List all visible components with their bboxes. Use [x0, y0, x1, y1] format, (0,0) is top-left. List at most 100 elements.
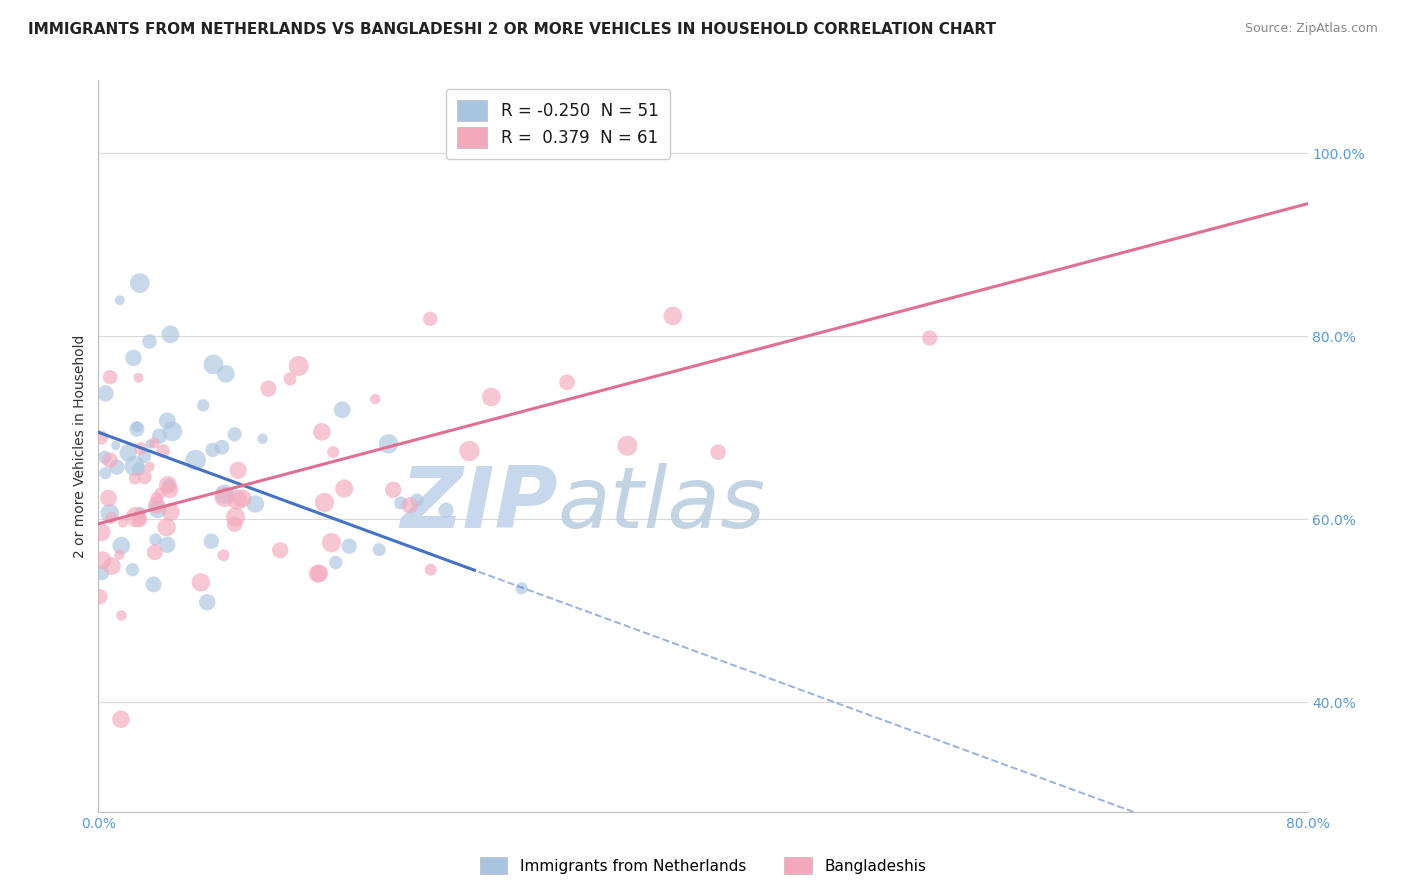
- Point: [458, 444, 481, 458]
- Point: [214, 487, 236, 501]
- Point: [377, 437, 399, 451]
- Point: [330, 402, 353, 417]
- Point: [215, 367, 238, 381]
- Point: [368, 542, 391, 557]
- Point: [90, 566, 112, 580]
- Point: [214, 490, 236, 504]
- Point: [419, 563, 441, 577]
- Point: [245, 497, 267, 511]
- Point: [97, 491, 120, 505]
- Point: [108, 548, 131, 562]
- Point: [121, 563, 143, 577]
- Point: [287, 359, 309, 373]
- Point: [134, 470, 156, 484]
- Point: [434, 503, 457, 517]
- Point: [156, 520, 179, 534]
- Point: [224, 510, 246, 524]
- Point: [117, 446, 139, 460]
- Point: [148, 429, 170, 443]
- Point: [143, 545, 166, 559]
- Text: Source: ZipAtlas.com: Source: ZipAtlas.com: [1244, 22, 1378, 36]
- Point: [111, 516, 134, 530]
- Point: [322, 445, 344, 459]
- Point: [129, 506, 152, 520]
- Point: [184, 453, 207, 467]
- Point: [101, 559, 124, 574]
- Point: [333, 482, 356, 496]
- Point: [145, 498, 167, 512]
- Point: [190, 575, 212, 590]
- Point: [308, 566, 330, 581]
- Point: [314, 495, 336, 509]
- Point: [157, 478, 180, 492]
- Point: [252, 432, 274, 446]
- Point: [146, 491, 169, 505]
- Point: [89, 590, 111, 604]
- Point: [156, 478, 179, 492]
- Point: [201, 442, 224, 457]
- Point: [100, 511, 122, 525]
- Point: [94, 466, 117, 480]
- Point: [707, 445, 730, 459]
- Point: [224, 517, 246, 532]
- Point: [193, 398, 215, 412]
- Point: [159, 505, 181, 519]
- Point: [405, 493, 427, 508]
- Point: [269, 543, 291, 558]
- Point: [125, 422, 148, 436]
- Point: [382, 483, 405, 497]
- Point: [128, 371, 150, 385]
- Point: [307, 566, 329, 581]
- Point: [149, 486, 172, 500]
- Point: [124, 471, 146, 485]
- Point: [138, 334, 160, 349]
- Point: [510, 582, 533, 596]
- Point: [162, 425, 184, 439]
- Point: [479, 390, 502, 404]
- Point: [110, 539, 132, 553]
- Point: [145, 533, 167, 547]
- Point: [224, 427, 246, 442]
- Y-axis label: 2 or more Vehicles in Household: 2 or more Vehicles in Household: [73, 334, 87, 558]
- Point: [156, 538, 179, 552]
- Point: [134, 450, 156, 464]
- Point: [226, 463, 249, 477]
- Point: [419, 311, 441, 326]
- Point: [311, 425, 333, 439]
- Point: [98, 506, 121, 520]
- Point: [138, 459, 160, 474]
- Point: [202, 358, 225, 372]
- Point: [128, 513, 150, 527]
- Point: [325, 556, 347, 570]
- Text: IMMIGRANTS FROM NETHERLANDS VS BANGLADESHI 2 OR MORE VEHICLES IN HOUSEHOLD CORRE: IMMIGRANTS FROM NETHERLANDS VS BANGLADES…: [28, 22, 995, 37]
- Point: [128, 276, 150, 290]
- Point: [94, 386, 117, 401]
- Point: [389, 496, 412, 510]
- Point: [124, 459, 146, 474]
- Point: [91, 553, 114, 567]
- Point: [152, 444, 174, 458]
- Point: [399, 499, 422, 513]
- Point: [364, 392, 387, 406]
- Point: [105, 460, 128, 475]
- Point: [125, 419, 148, 434]
- Point: [156, 414, 179, 428]
- Point: [278, 372, 301, 386]
- Point: [226, 492, 249, 507]
- Point: [616, 439, 638, 453]
- Point: [146, 502, 169, 516]
- Point: [159, 327, 181, 342]
- Point: [98, 370, 121, 384]
- Text: atlas: atlas: [558, 463, 766, 546]
- Point: [231, 491, 253, 506]
- Point: [661, 309, 683, 323]
- Point: [139, 437, 162, 451]
- Point: [918, 331, 941, 345]
- Point: [90, 525, 112, 540]
- Point: [110, 608, 132, 623]
- Legend: Immigrants from Netherlands, Bangladeshis: Immigrants from Netherlands, Bangladeshi…: [474, 851, 932, 880]
- Point: [122, 351, 145, 365]
- Point: [142, 577, 165, 591]
- Point: [125, 510, 148, 524]
- Legend: R = -0.250  N = 51, R =  0.379  N = 61: R = -0.250 N = 51, R = 0.379 N = 61: [446, 88, 671, 160]
